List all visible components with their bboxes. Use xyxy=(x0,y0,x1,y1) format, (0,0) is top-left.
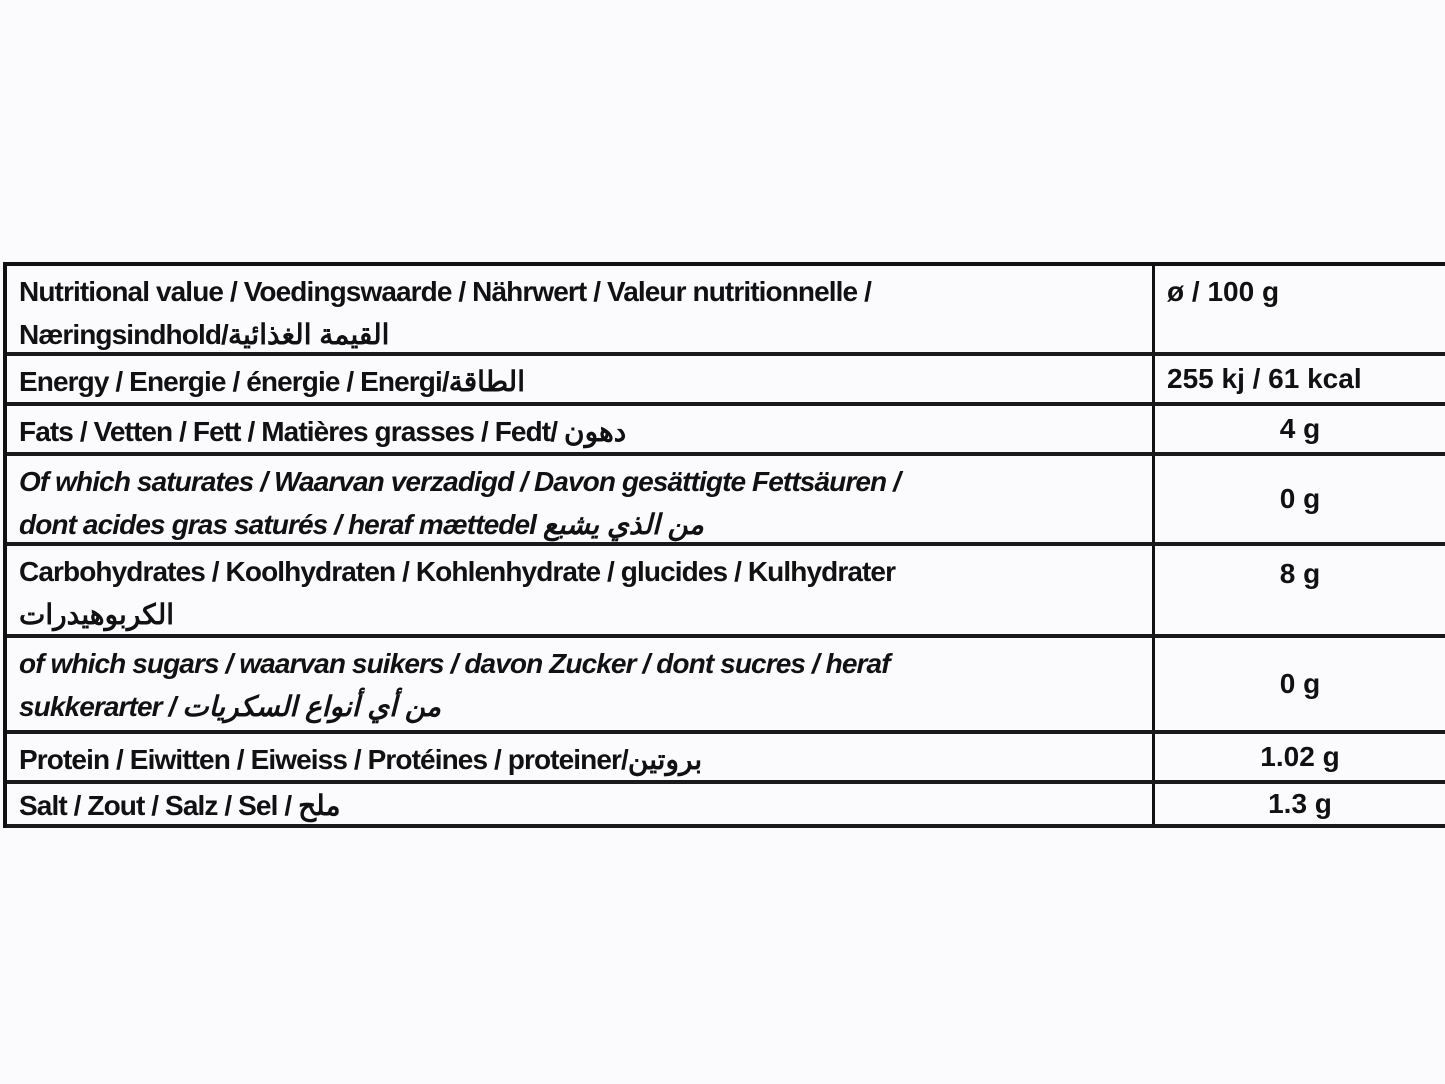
row-value: 0 g xyxy=(1155,456,1445,542)
row-label-line: sukkerarter / من أي أنواع السكريات xyxy=(19,691,442,722)
table-header-row: Nutritional value / Voedingswaarde / Näh… xyxy=(7,266,1445,356)
row-label: Of which saturates / Waarvan verzadigd /… xyxy=(7,456,1155,542)
table-row-salt: Salt / Zout / Salz / Sel / ملح 1.3 g xyxy=(7,784,1445,828)
row-label-line: Salt / Zout / Salz / Sel / ملح xyxy=(19,790,341,821)
row-label: Energy / Energie / énergie / Energi/الطا… xyxy=(7,356,1155,402)
row-label: Carbohydrates / Koolhydraten / Kohlenhyd… xyxy=(7,546,1155,634)
row-label: of which sugars / waarvan suikers / davo… xyxy=(7,638,1155,730)
energy-value: 255 kj / 61 kcal xyxy=(1167,363,1362,394)
row-value: 1.02 g xyxy=(1155,734,1445,780)
table-row-energy: Energy / Energie / énergie / Energi/الطا… xyxy=(7,356,1445,406)
table-row-protein: Protein / Eiwitten / Eiweiss / Protéines… xyxy=(7,734,1445,784)
header-label-line: Næringsindhold/القيمة الغذائية xyxy=(19,319,390,350)
row-label-line: Protein / Eiwitten / Eiweiss / Protéines… xyxy=(19,744,703,775)
row-label-line: of which sugars / waarvan suikers / davo… xyxy=(19,648,891,679)
nutrition-table: Nutritional value / Voedingswaarde / Näh… xyxy=(3,262,1445,828)
header-value: ø / 100 g xyxy=(1155,266,1445,352)
row-label-line: Energy / Energie / énergie / Energi/الطا… xyxy=(19,366,526,397)
row-label: Salt / Zout / Salz / Sel / ملح xyxy=(7,784,1155,824)
fats-value: 4 g xyxy=(1279,413,1321,444)
row-label-line: Fats / Vetten / Fett / Matières grasses … xyxy=(19,416,627,447)
table-row-saturates: Of which saturates / Waarvan verzadigd /… xyxy=(7,456,1445,546)
table-row-sugars: of which sugars / waarvan suikers / davo… xyxy=(7,638,1445,734)
protein-value: 1.02 g xyxy=(1260,741,1340,772)
row-label: Protein / Eiwitten / Eiweiss / Protéines… xyxy=(7,734,1155,780)
row-label-line: dont acides gras saturés / heraf mættede… xyxy=(19,509,705,540)
row-value: 8 g xyxy=(1155,546,1445,634)
row-value: 255 kj / 61 kcal xyxy=(1155,356,1445,402)
carbohydrates-value: 8 g xyxy=(1279,558,1321,589)
header-label: Nutritional value / Voedingswaarde / Näh… xyxy=(7,266,1155,352)
sugars-value: 0 g xyxy=(1279,668,1321,699)
table-row-carbohydrates: Carbohydrates / Koolhydraten / Kohlenhyd… xyxy=(7,546,1445,638)
salt-value: 1.3 g xyxy=(1268,788,1332,819)
row-value: 0 g xyxy=(1155,638,1445,730)
row-value: 4 g xyxy=(1155,406,1445,452)
row-label-line: الكربوهيدرات xyxy=(19,599,175,630)
table-row-fats: Fats / Vetten / Fett / Matières grasses … xyxy=(7,406,1445,456)
row-label-line: Of which saturates / Waarvan verzadigd /… xyxy=(19,466,901,497)
row-label: Fats / Vetten / Fett / Matières grasses … xyxy=(7,406,1155,452)
row-label-line: Carbohydrates / Koolhydraten / Kohlenhyd… xyxy=(19,556,896,587)
per-100g-label: ø / 100 g xyxy=(1167,276,1280,307)
header-label-line: Nutritional value / Voedingswaarde / Näh… xyxy=(19,276,872,307)
row-value: 1.3 g xyxy=(1155,784,1445,824)
saturates-value: 0 g xyxy=(1279,483,1321,514)
